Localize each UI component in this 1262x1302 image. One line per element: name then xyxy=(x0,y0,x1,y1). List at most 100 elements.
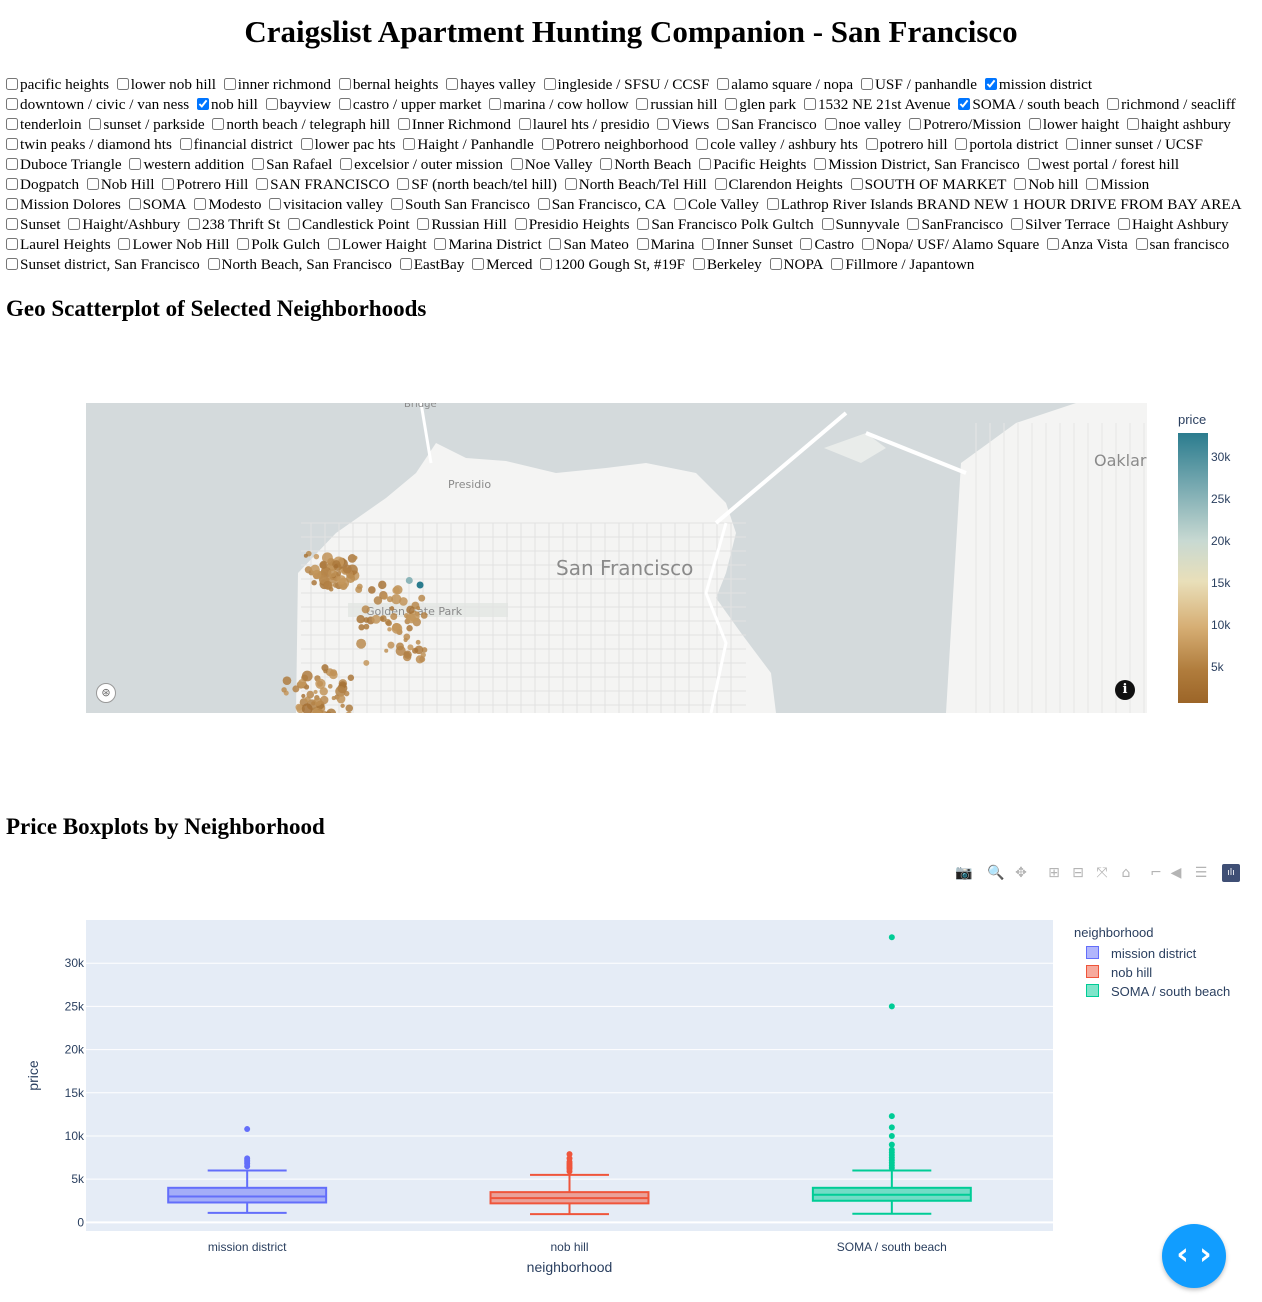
neighborhood-option[interactable]: Candlestick Point xyxy=(287,216,410,233)
neighborhood-option[interactable]: Nob Hill xyxy=(86,176,154,193)
neighborhood-option[interactable]: ingleside / SFSU / CCSF xyxy=(543,76,709,93)
neighborhood-checkbox[interactable] xyxy=(549,238,562,250)
neighborhood-checkbox[interactable] xyxy=(391,198,404,210)
listing-dots[interactable] xyxy=(274,550,428,713)
neighborhood-checkbox[interactable] xyxy=(6,118,18,130)
neighborhood-checkbox[interactable] xyxy=(338,98,351,110)
dev-tools-toggle-button[interactable]: ‹ › xyxy=(1162,1224,1226,1288)
zoom-out-icon[interactable]: ⊟ xyxy=(1072,865,1084,881)
neighborhood-option[interactable]: Berkeley xyxy=(692,256,762,273)
neighborhood-option[interactable]: Lower Nob Hill xyxy=(118,236,230,253)
neighborhood-checkbox[interactable] xyxy=(637,218,650,230)
neighborhood-checkbox[interactable] xyxy=(472,258,485,270)
neighborhood-option[interactable]: richmond / seacliff xyxy=(1107,96,1236,113)
neighborhood-option[interactable]: Marina xyxy=(636,236,695,253)
neighborhood-checkbox[interactable] xyxy=(692,258,705,270)
neighborhood-option[interactable]: Modesto xyxy=(194,196,261,213)
neighborhood-checkbox[interactable] xyxy=(1014,178,1027,190)
neighborhood-option[interactable]: Russian Hill xyxy=(417,216,507,233)
plotly-logo-icon[interactable]: ılı xyxy=(1222,864,1240,882)
neighborhood-option[interactable]: SAN FRANCISCO xyxy=(256,176,390,193)
neighborhood-checkbox[interactable] xyxy=(673,198,686,210)
neighborhood-checkbox[interactable] xyxy=(446,78,459,90)
neighborhood-option[interactable]: san francisco xyxy=(1135,236,1229,253)
neighborhood-checkbox[interactable] xyxy=(814,158,827,170)
neighborhood-checkbox[interactable] xyxy=(725,98,738,110)
neighborhood-checkbox[interactable] xyxy=(162,178,175,190)
neighborhood-checkbox[interactable] xyxy=(1011,218,1024,230)
neighborhood-checkbox[interactable] xyxy=(6,178,18,190)
neighborhood-checkbox[interactable] xyxy=(327,238,340,250)
neighborhood-checkbox[interactable] xyxy=(6,158,18,170)
neighborhood-option[interactable]: San Mateo xyxy=(549,236,629,253)
neighborhood-option[interactable]: laurel hts / presidio xyxy=(518,116,650,133)
neighborhood-option[interactable]: San Francisco xyxy=(717,116,817,133)
neighborhood-option[interactable]: Fillmore / Japantown xyxy=(831,256,974,273)
neighborhood-option[interactable]: mission district xyxy=(984,76,1092,93)
neighborhood-checkbox[interactable] xyxy=(6,238,18,250)
neighborhood-option[interactable]: North Beach/Tel Hill xyxy=(564,176,707,193)
neighborhood-checkbox[interactable] xyxy=(68,218,81,230)
neighborhood-option[interactable]: Sunset district, San Francisco xyxy=(6,256,200,273)
neighborhood-option[interactable]: financial district xyxy=(179,136,293,153)
neighborhood-option[interactable]: Haight/Ashbury xyxy=(68,216,180,233)
neighborhood-option[interactable]: Castro xyxy=(800,236,854,253)
neighborhood-option[interactable]: excelsior / outer mission xyxy=(340,156,503,173)
neighborhood-checkbox[interactable] xyxy=(1027,158,1040,170)
neighborhood-option[interactable]: USF / panhandle xyxy=(860,76,977,93)
neighborhood-option[interactable]: North Beach xyxy=(600,156,691,173)
neighborhood-option[interactable]: Mission District, San Francisco xyxy=(814,156,1020,173)
neighborhood-checkbox[interactable] xyxy=(6,258,18,270)
neighborhood-checkbox[interactable] xyxy=(1117,218,1130,230)
neighborhood-checkbox[interactable] xyxy=(860,78,873,90)
neighborhood-option[interactable]: inner richmond xyxy=(223,76,331,93)
neighborhood-checkbox[interactable] xyxy=(397,178,410,190)
neighborhood-option[interactable]: west portal / forest hill xyxy=(1027,156,1179,173)
neighborhood-option[interactable]: twin peaks / diamond hts xyxy=(6,136,172,153)
neighborhood-option[interactable]: North Beach, San Francisco xyxy=(207,256,392,273)
neighborhood-checkbox[interactable] xyxy=(803,98,816,110)
neighborhood-checkbox[interactable] xyxy=(287,218,300,230)
neighborhood-option[interactable]: nob hill xyxy=(196,96,258,113)
neighborhood-checkbox[interactable] xyxy=(1086,178,1099,190)
neighborhood-checkbox[interactable] xyxy=(89,118,102,130)
neighborhood-checkbox[interactable] xyxy=(800,238,813,250)
box-trace[interactable] xyxy=(489,1151,650,1216)
neighborhood-checkbox[interactable] xyxy=(702,238,715,250)
neighborhood-checkbox[interactable] xyxy=(6,138,18,150)
neighborhood-option[interactable]: marina / cow hollow xyxy=(489,96,629,113)
neighborhood-option[interactable]: bayview xyxy=(265,96,331,113)
neighborhood-checkbox[interactable] xyxy=(187,218,200,230)
neighborhood-checkbox[interactable] xyxy=(207,258,220,270)
neighborhood-option[interactable]: lower pac hts xyxy=(300,136,396,153)
neighborhood-option[interactable]: Inner Richmond xyxy=(397,116,511,133)
neighborhood-option[interactable]: cole valley / ashbury hts xyxy=(696,136,858,153)
neighborhood-checkbox[interactable] xyxy=(489,98,502,110)
neighborhood-checkbox[interactable] xyxy=(543,78,556,90)
neighborhood-checkbox[interactable] xyxy=(865,138,878,150)
neighborhood-option[interactable]: Lathrop River Islands BRAND NEW 1 HOUR D… xyxy=(766,196,1242,213)
neighborhood-option[interactable]: San Rafael xyxy=(252,156,332,173)
neighborhood-option[interactable]: lower haight xyxy=(1028,116,1119,133)
neighborhood-option[interactable]: Silver Terrace xyxy=(1011,216,1110,233)
geo-scatter-map[interactable]: Bridge Presidio Golden Gate Park San Franci… xyxy=(86,403,1147,713)
neighborhood-option[interactable]: haight ashbury xyxy=(1127,116,1231,133)
neighborhood-option[interactable]: sunset / parkside xyxy=(89,116,205,133)
spike-lines-icon[interactable]: ⌐ xyxy=(1150,865,1162,881)
neighborhood-checkbox[interactable] xyxy=(510,158,523,170)
neighborhood-checkbox[interactable] xyxy=(403,138,416,150)
price-boxplot[interactable]: 0 5k 10k 15k 20k 25k 30k price neighborhood missi… xyxy=(0,900,1262,1280)
neighborhood-checkbox[interactable] xyxy=(6,198,18,210)
neighborhood-option[interactable]: western addition xyxy=(129,156,244,173)
neighborhood-option[interactable]: Polk Gulch xyxy=(237,236,320,253)
neighborhood-option[interactable]: Marina District xyxy=(434,236,542,253)
neighborhood-checkbox[interactable] xyxy=(237,238,250,250)
pan-icon[interactable]: ✥ xyxy=(1015,865,1027,881)
neighborhood-checkbox[interactable] xyxy=(717,78,730,90)
neighborhood-checkbox[interactable] xyxy=(769,258,782,270)
neighborhood-option[interactable]: bernal heights xyxy=(338,76,438,93)
neighborhood-option[interactable]: Pacific Heights xyxy=(699,156,806,173)
neighborhood-option[interactable]: pacific heights xyxy=(6,76,109,93)
neighborhood-checkbox[interactable] xyxy=(6,78,18,90)
